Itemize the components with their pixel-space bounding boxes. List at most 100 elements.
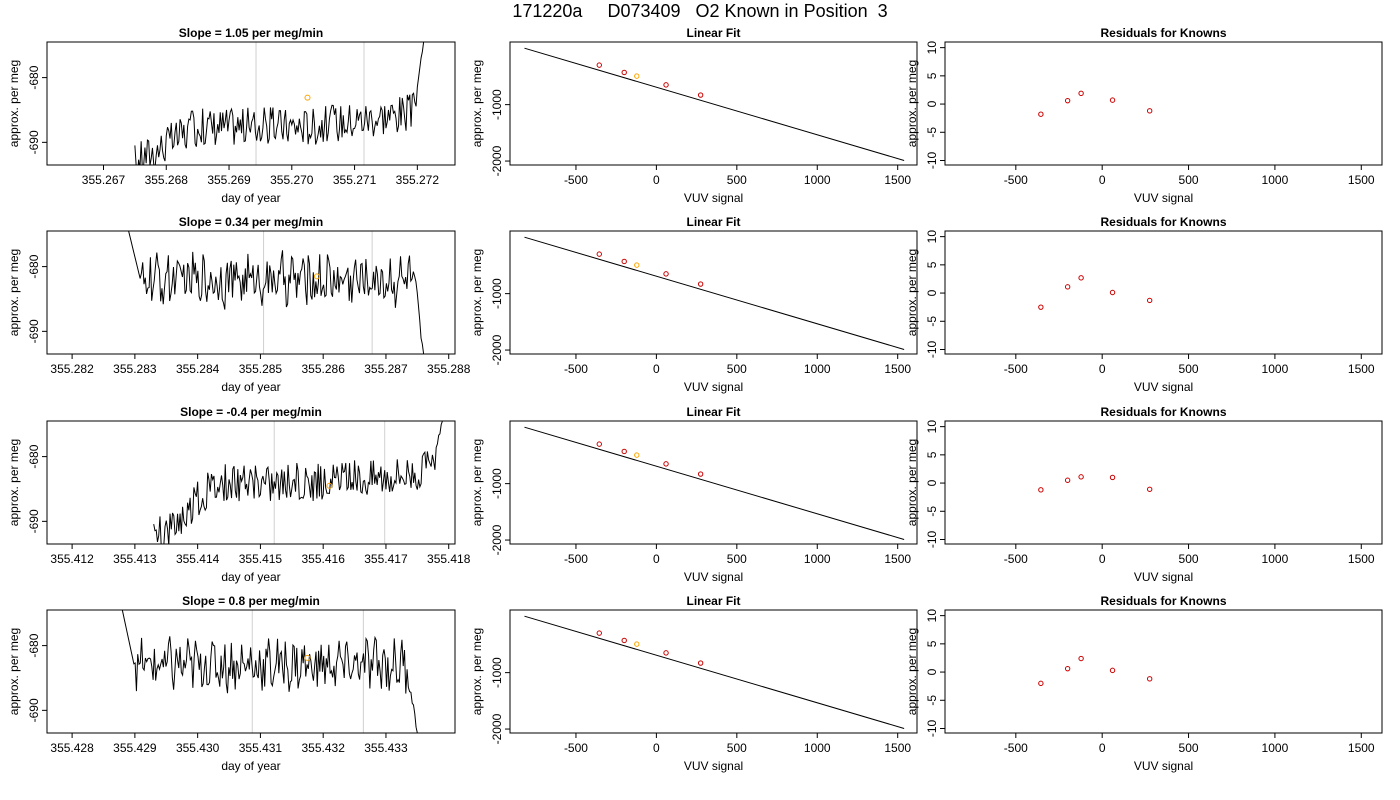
x-tick-label: 0 [653, 741, 660, 755]
trace-line [121, 610, 418, 733]
plot-area [524, 47, 905, 161]
y-tick-label: 10 [925, 609, 939, 623]
y-axis-label: approx. per meg [905, 60, 919, 147]
plot-frame [509, 420, 918, 545]
plot-area [1038, 275, 1153, 310]
chart-title: Linear Fit [686, 594, 740, 608]
data-point [596, 441, 602, 447]
x-axis-label: VUV signal [1134, 759, 1193, 773]
residual-point [1038, 487, 1044, 493]
x-tick-label: 355.415 [239, 552, 283, 566]
data-point [596, 251, 602, 257]
y-tick-label: -10 [925, 340, 939, 358]
plot-frame [944, 230, 1383, 355]
y-tick-label: 5 [925, 451, 939, 458]
y-axis-label: approx. per meg [470, 60, 484, 147]
y-axis-label: approx. per meg [470, 628, 484, 715]
x-tick-label: -500 [1004, 362, 1028, 376]
y-axis-label: approx. per meg [905, 249, 919, 336]
y-axis-label: approx. per meg [7, 249, 21, 336]
residual-point [1078, 90, 1084, 97]
chart-title: Linear Fit [686, 405, 740, 419]
y-tick-label: -5 [925, 316, 939, 327]
x-axis-label: day of year [221, 191, 280, 205]
x-tick-label: -500 [1004, 552, 1028, 566]
x-tick-label: 1500 [1348, 173, 1375, 187]
x-tick-label: 355.417 [364, 552, 408, 566]
data-point [663, 271, 669, 277]
plot-area [1038, 90, 1153, 117]
residual-point [1109, 667, 1116, 674]
chart-panel: Linear Fit -500 0 500 1000 1500 -2000 -1000 VUV … [470, 215, 918, 394]
x-tick-label: 0 [1099, 741, 1106, 755]
residual-point [1146, 676, 1153, 682]
plot-frame [46, 230, 456, 355]
y-tick-label: -5 [925, 127, 939, 138]
plot-area [524, 426, 905, 540]
y-tick-label: -5 [925, 506, 939, 517]
plot-frame [944, 609, 1383, 734]
y-tick-label: -1000 [490, 278, 504, 309]
plot-frame [509, 41, 918, 166]
x-tick-label: 355.412 [50, 552, 94, 566]
residual-point [1109, 289, 1116, 296]
y-tick-label: 10 [925, 420, 939, 434]
x-tick-label: 1500 [1348, 362, 1375, 376]
x-tick-label: 1000 [1262, 741, 1289, 755]
x-tick-label: 500 [727, 173, 747, 187]
residual-point [1146, 108, 1153, 114]
data-point [697, 660, 704, 666]
x-tick-label: 355.283 [113, 362, 157, 376]
trace-line [128, 231, 425, 354]
y-axis-label: approx. per meg [7, 60, 21, 147]
x-tick-label: 355.286 [301, 362, 345, 376]
x-tick-label: 355.285 [239, 362, 283, 376]
data-point [697, 471, 704, 477]
chart-title: Residuals for Knowns [1100, 26, 1226, 40]
y-axis-label: approx. per meg [7, 628, 21, 715]
chart-panel: Linear Fit -500 0 500 1000 1500 -2000 -1000 VUV … [470, 26, 918, 205]
x-tick-label: 355.267 [82, 173, 126, 187]
y-tick-label: -10 [925, 719, 939, 737]
chart-title: Slope = 0.8 per meg/min [182, 594, 320, 608]
trace-line [134, 42, 425, 165]
plot-area [128, 231, 425, 354]
x-tick-label: 355.428 [50, 741, 94, 755]
chart-panel: Residuals for Knowns -500 0 500 1000 1500 -10 -… [905, 594, 1383, 773]
y-tick-label: -1000 [490, 468, 504, 499]
x-tick-label: 1500 [884, 362, 911, 376]
chart-panel: Slope = -0.4 per meg/min 355.412 355.413 35… [7, 405, 471, 584]
y-tick-label: 0 [925, 668, 939, 675]
plot-area [121, 610, 418, 733]
chart-panel: Residuals for Knowns -500 0 500 1000 1500 -10 -… [905, 405, 1383, 584]
x-tick-label: 355.272 [396, 173, 440, 187]
y-tick-label: -2000 [490, 145, 504, 176]
x-tick-label: 0 [1099, 173, 1106, 187]
x-axis-label: VUV signal [684, 191, 743, 205]
chart-panel: Slope = 1.05 per meg/min 355.267 355.268 35… [7, 26, 456, 205]
residual-point [1064, 97, 1071, 104]
x-tick-label: 1000 [1262, 552, 1289, 566]
data-point [634, 73, 640, 79]
plot-area [1038, 655, 1153, 687]
x-axis-label: VUV signal [1134, 380, 1193, 394]
residual-point [1038, 680, 1044, 687]
plot-area [524, 236, 905, 350]
residual-point [1078, 275, 1084, 281]
x-tick-label: 355.269 [207, 173, 251, 187]
data-point [663, 650, 669, 656]
residual-point [1078, 474, 1084, 480]
data-point [621, 637, 627, 644]
x-tick-label: 355.433 [364, 741, 408, 755]
y-tick-label: -680 [27, 65, 41, 89]
y-axis-label: approx. per meg [905, 628, 919, 715]
x-tick-label: 500 [1179, 362, 1199, 376]
fit-line [524, 426, 905, 540]
data-point [634, 262, 640, 268]
fit-line [524, 236, 905, 350]
x-tick-label: 355.418 [427, 552, 471, 566]
x-tick-label: 355.268 [145, 173, 189, 187]
x-axis-label: day of year [221, 759, 280, 773]
y-tick-label: -10 [925, 151, 939, 169]
